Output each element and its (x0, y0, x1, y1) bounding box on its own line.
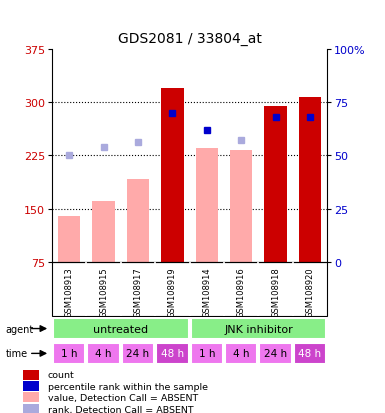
Bar (259, 343, 292, 364)
Bar (23, 381, 39, 391)
Bar (299, 98, 321, 262)
Bar (23, 392, 39, 402)
Bar (122, 343, 154, 364)
Bar (92, 202, 115, 262)
Text: value, Detection Call = ABSENT: value, Detection Call = ABSENT (48, 393, 198, 402)
Text: 4 h: 4 h (95, 349, 112, 358)
Text: GSM108915: GSM108915 (99, 266, 108, 317)
Text: GSM108917: GSM108917 (134, 266, 142, 317)
Text: GSM108918: GSM108918 (271, 266, 280, 317)
Text: GSM108916: GSM108916 (237, 266, 246, 317)
Bar (156, 343, 189, 364)
Text: GSM108913: GSM108913 (65, 266, 74, 317)
Bar (58, 216, 80, 262)
Bar (127, 179, 149, 262)
Text: agent: agent (6, 324, 34, 334)
Text: 24 h: 24 h (126, 349, 149, 358)
Bar (191, 343, 223, 364)
Bar (294, 343, 326, 364)
Bar (23, 404, 39, 413)
Text: 4 h: 4 h (233, 349, 249, 358)
Text: GSM108919: GSM108919 (168, 266, 177, 317)
Bar (23, 370, 39, 380)
Bar (161, 88, 184, 262)
Text: 1 h: 1 h (199, 349, 215, 358)
Text: percentile rank within the sample: percentile rank within the sample (48, 382, 208, 391)
Bar (191, 318, 326, 339)
Text: JNK inhibitor: JNK inhibitor (224, 324, 293, 334)
Bar (53, 343, 85, 364)
Text: count: count (48, 370, 75, 380)
Text: GSM108920: GSM108920 (306, 266, 315, 317)
Bar (225, 343, 258, 364)
Text: untreated: untreated (93, 324, 148, 334)
Text: 48 h: 48 h (298, 349, 321, 358)
Bar (87, 343, 120, 364)
Title: GDS2081 / 33804_at: GDS2081 / 33804_at (118, 32, 261, 46)
Bar (196, 149, 218, 262)
Text: 1 h: 1 h (61, 349, 77, 358)
Text: 24 h: 24 h (264, 349, 287, 358)
Bar (230, 151, 253, 262)
Text: rank, Detection Call = ABSENT: rank, Detection Call = ABSENT (48, 405, 194, 413)
Bar (53, 318, 189, 339)
Bar (264, 106, 287, 262)
Text: 48 h: 48 h (161, 349, 184, 358)
Text: GSM108914: GSM108914 (202, 266, 211, 317)
Text: time: time (6, 349, 28, 358)
